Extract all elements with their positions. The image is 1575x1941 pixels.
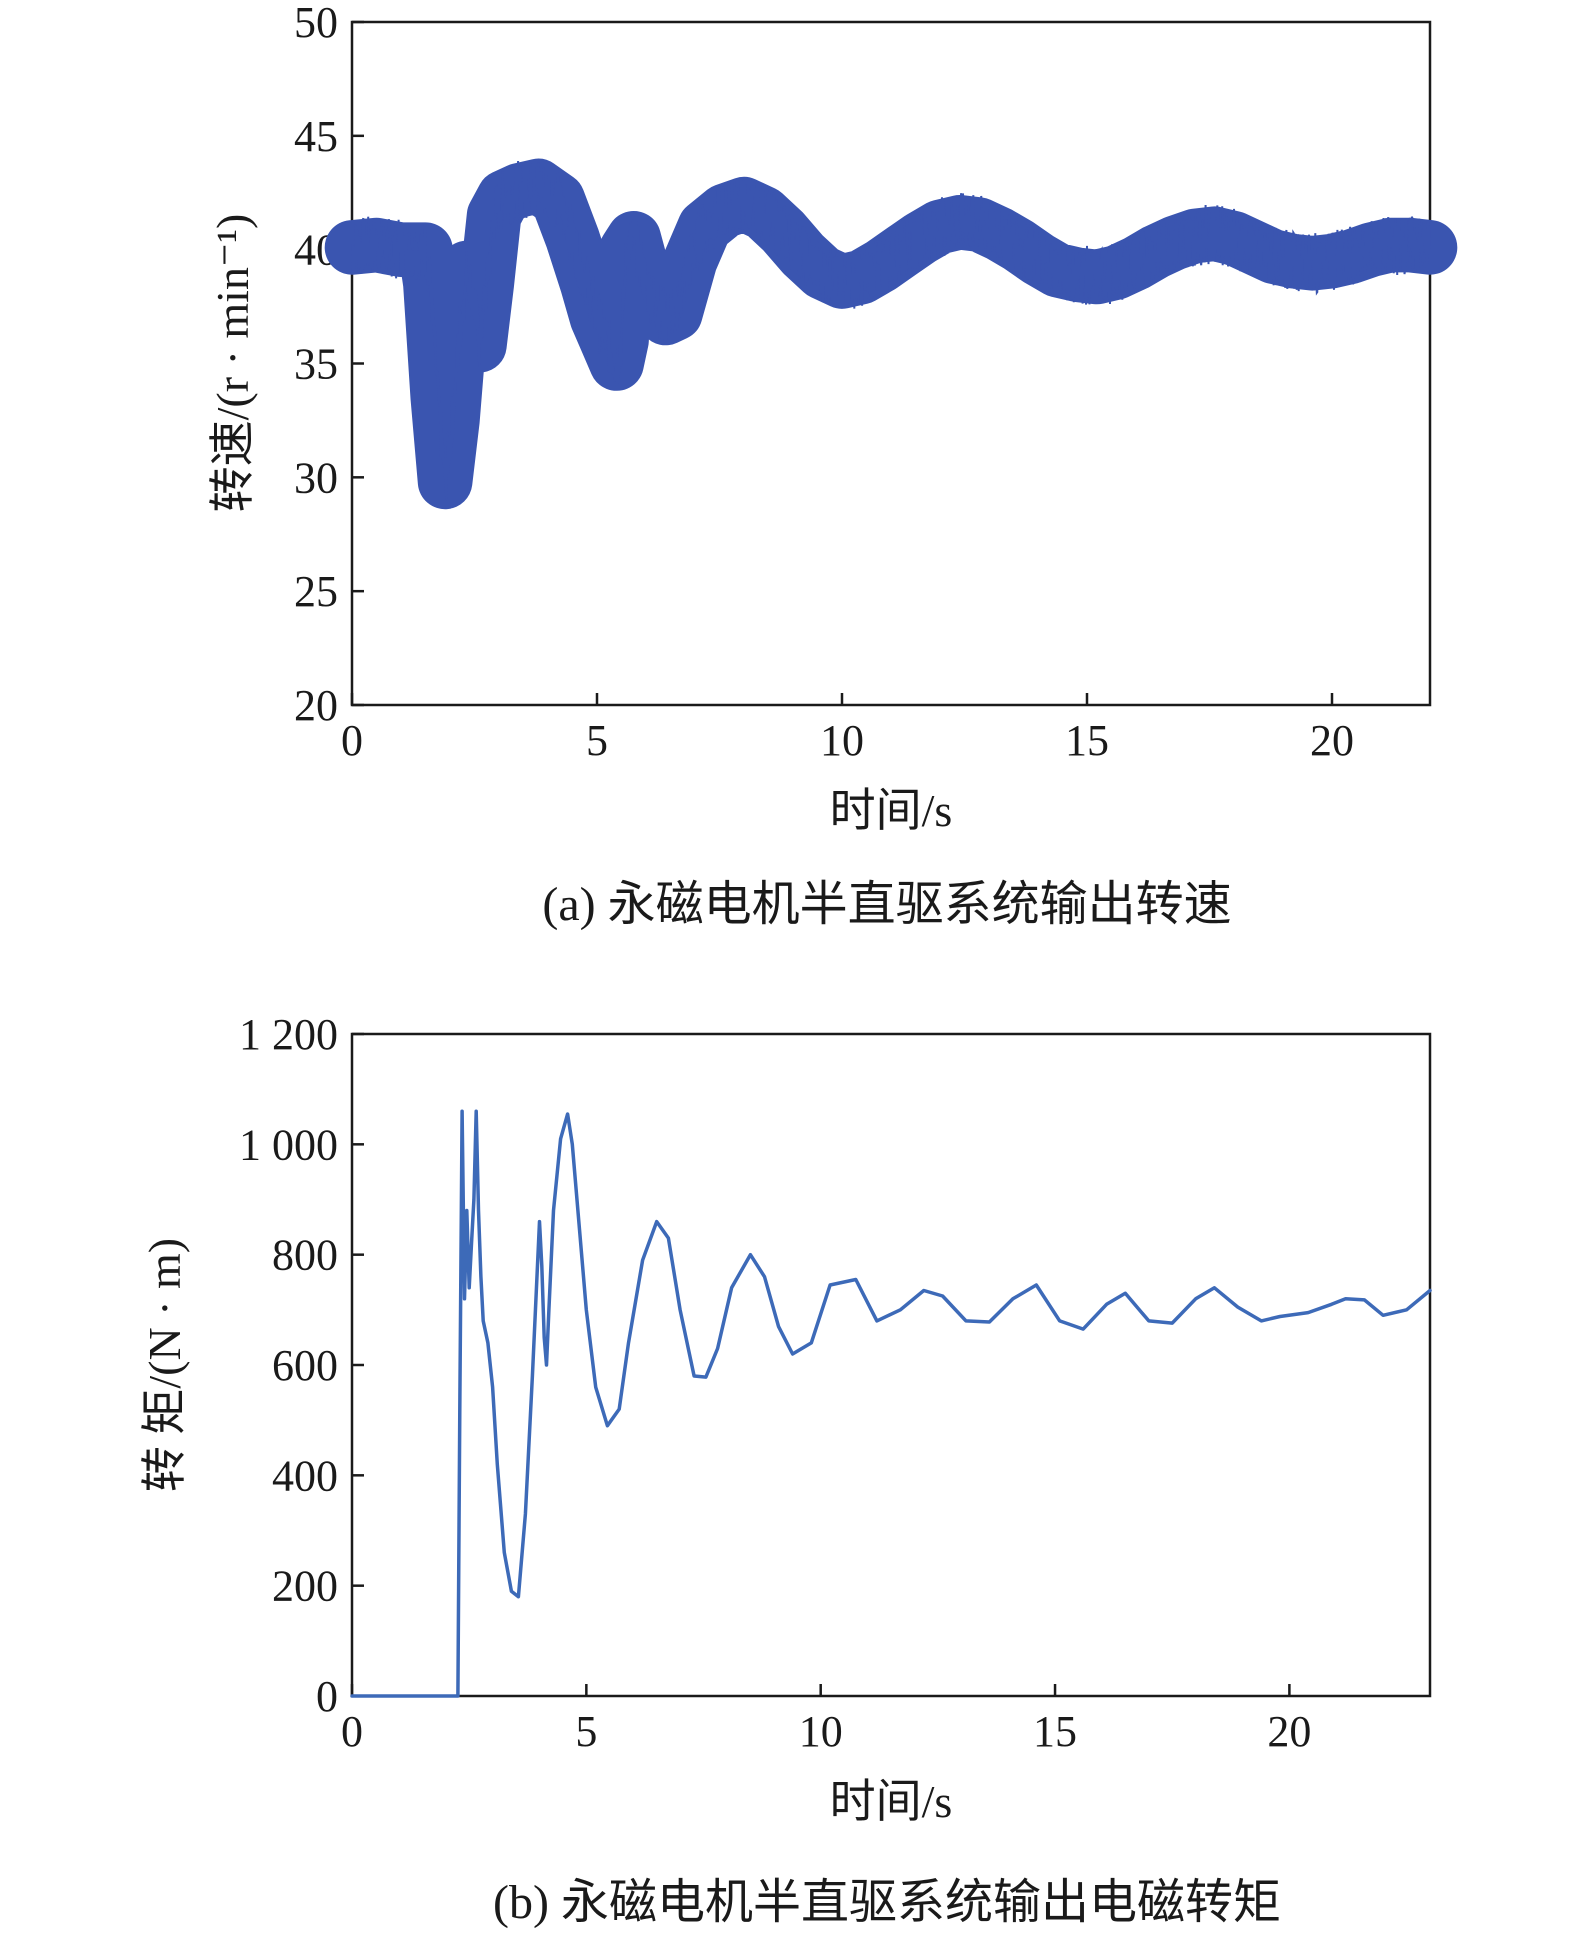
speed-caption: (a) 永磁电机半直驱系统输出转速: [542, 878, 1231, 931]
torque-y-tick-label: 800: [272, 1231, 338, 1280]
torque-series-line: [350, 1109, 1432, 1698]
speed-x-axis-label: 时间/s: [830, 785, 953, 836]
torque-y-tick-label: 400: [272, 1451, 338, 1500]
speed-y-tick-label: 50: [294, 0, 338, 47]
torque-x-axis-label: 时间/s: [830, 1776, 953, 1827]
speed-series-line: [351, 160, 1431, 501]
torque-y-tick-label: 0: [316, 1672, 338, 1721]
torque-x-tick-label: 10: [799, 1707, 843, 1756]
torque-caption: (b) 永磁电机半直驱系统输出电磁转矩: [493, 1876, 1281, 1929]
torque-x-ticks: 0 5 10 15 20: [341, 1684, 1311, 1756]
torque-y-tick-label: 600: [272, 1341, 338, 1390]
speed-x-tick-label: 15: [1065, 716, 1109, 765]
torque-x-tick-label: 5: [575, 1707, 597, 1756]
speed-y-axis-label: 转速/(r · min⁻¹): [207, 214, 258, 513]
speed-y-tick-label: 20: [294, 681, 338, 730]
torque-y-tick-label: 1 000: [239, 1120, 338, 1169]
torque-y-ticks: 0 200 400 600 800 1 000 1 200: [239, 1010, 364, 1721]
torque-y-axis-label: 转 矩/(N · m): [139, 1238, 190, 1492]
speed-plot-area: [350, 20, 1432, 707]
torque-x-tick-label: 15: [1033, 1707, 1077, 1756]
speed-y-tick-label: 35: [294, 340, 338, 389]
torque-x-tick-label: 20: [1267, 1707, 1311, 1756]
torque-x-tick-label: 0: [341, 1707, 363, 1756]
speed-x-tick-label: 10: [820, 716, 864, 765]
speed-y-tick-label: 30: [294, 453, 338, 502]
speed-y-tick-label: 45: [294, 112, 338, 161]
speed-x-tick-label: 0: [341, 716, 363, 765]
torque-y-tick-label: 1 200: [239, 1010, 338, 1059]
torque-y-tick-label: 200: [272, 1562, 338, 1611]
torque-plot-area: [350, 1032, 1432, 1698]
speed-y-tick-label: 25: [294, 567, 338, 616]
speed-x-ticks: 0 5 10 15 20: [341, 693, 1354, 765]
speed-x-tick-label: 20: [1310, 716, 1354, 765]
speed-x-tick-label: 5: [586, 716, 608, 765]
torque-chart: 0 200 400 600 800 1 000 1 200 0 5 10 15 20 时间/s 转 …: [139, 1010, 1432, 1929]
